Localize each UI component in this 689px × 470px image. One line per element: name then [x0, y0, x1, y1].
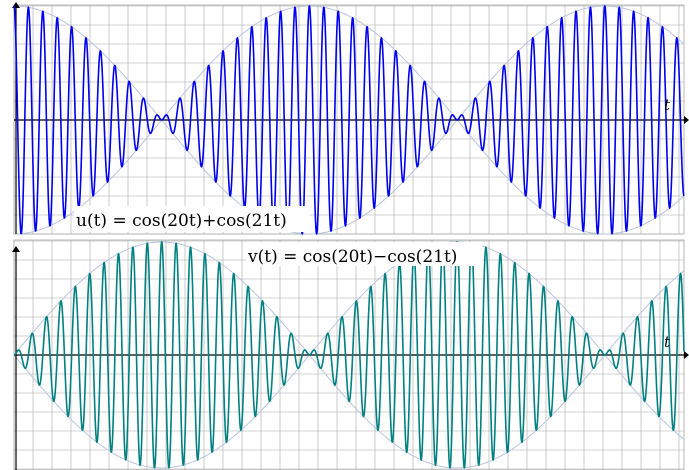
v-curve [13, 240, 685, 469]
envelope-line [14, 119, 685, 235]
v-label-bg [246, 242, 482, 266]
v-t-label: t [664, 333, 671, 351]
u-envelope [14, 5, 685, 235]
u-formula-label: u(t) = cos(20t)+cos(21t) [76, 211, 287, 231]
v-formula-label: v(t) = cos(20t)−cos(21t) [247, 247, 457, 267]
u-label-bg [74, 206, 310, 232]
envelope-line [14, 5, 685, 121]
v-x-arrow [684, 351, 689, 359]
v-plot: v(t) = cos(20t)−cos(21t) t [12, 239, 689, 470]
u-curve [13, 4, 685, 235]
u-x-arrow [684, 116, 689, 124]
v-y-arrow [12, 246, 20, 252]
u-plot: u(t) = cos(20t)+cos(21t) t [12, 2, 689, 235]
u-t-label: t [664, 96, 671, 114]
